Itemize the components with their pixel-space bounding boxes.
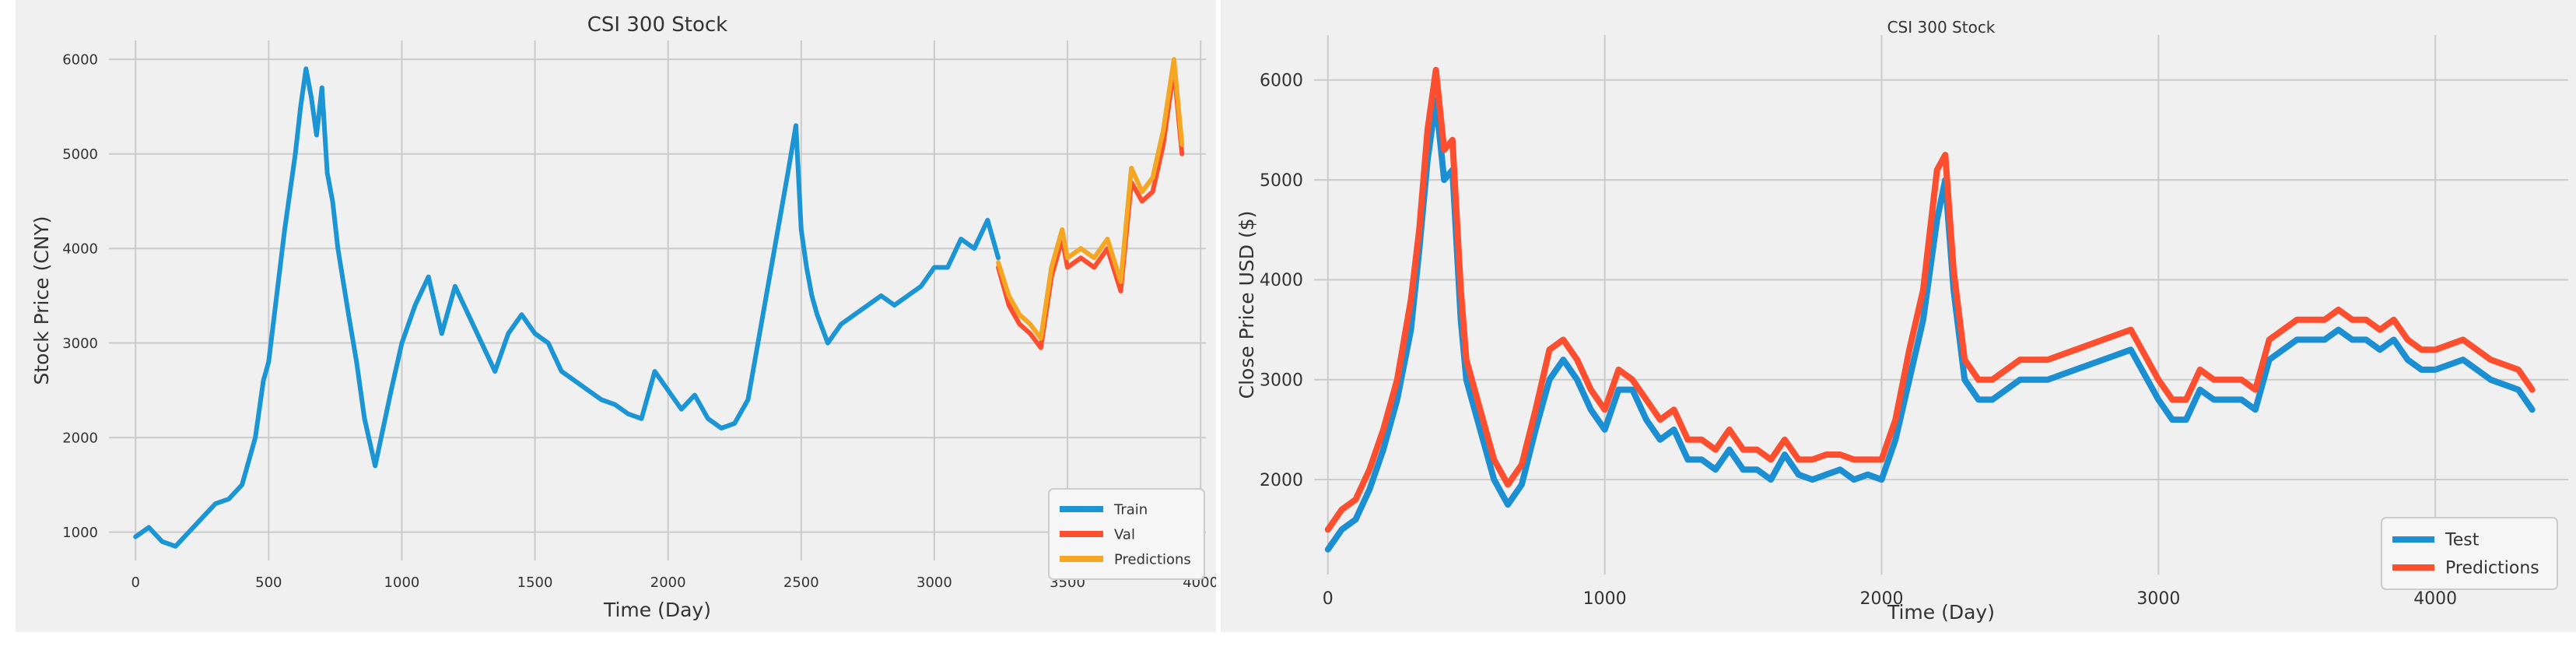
series-line-predictions <box>996 57 1185 341</box>
y-tick-label: 1000 <box>62 525 98 541</box>
x-tick-label: 1500 <box>517 574 553 591</box>
y-tick-label: 2000 <box>1260 471 1303 490</box>
legend-label-predictions: Predictions <box>2445 559 2539 578</box>
x-axis-label: Time (Day) <box>603 599 711 621</box>
legend-label-test: Test <box>2445 531 2480 550</box>
left-chart: 0 500 1000 1500 2000 2500 3000 3500 400010002000… <box>30 13 1216 621</box>
y-tick-label: 6000 <box>62 52 98 69</box>
left-chart-panel: 0 500 1000 1500 2000 2500 3000 3500 4000 1000 2000… <box>16 0 1216 632</box>
series-line-predictions <box>1324 66 2536 533</box>
chart-title: CSI 300 Stock <box>1887 18 1996 37</box>
series-line-train <box>133 66 1001 549</box>
legend-label-val: Val <box>1114 526 1135 543</box>
x-axis-label: Time (Day) <box>1887 601 1995 624</box>
chart-title: CSI 300 Stock <box>587 13 727 37</box>
y-tick-label: 4000 <box>62 241 98 258</box>
legend-label-predictions: Predictions <box>1114 551 1191 567</box>
x-tick-label: 2000 <box>1859 589 1903 609</box>
y-tick-label: 5000 <box>1260 171 1303 191</box>
y-axis-label: Stock Price (CNY) <box>30 216 53 385</box>
x-tick-label: 2500 <box>783 574 819 591</box>
series-line-test <box>1324 97 2536 553</box>
series-line-val <box>996 66 1185 350</box>
y-tick-label: 4000 <box>1260 271 1303 290</box>
x-tick-label: 2000 <box>650 574 686 591</box>
y-tick-label: 2000 <box>62 430 98 446</box>
y-tick-label: 5000 <box>62 146 98 163</box>
y-axis-label: Close Price USD ($) <box>1235 211 1258 399</box>
x-tick-label: 4000 <box>2413 589 2457 609</box>
y-tick-label: 3000 <box>1260 371 1303 390</box>
y-tick-label: 3000 <box>62 336 98 352</box>
legend: Test Predictions <box>2381 517 2558 590</box>
x-tick-label: 0 <box>1323 589 1334 609</box>
x-tick-label: 1000 <box>1583 589 1627 609</box>
x-tick-label: 3000 <box>2136 589 2180 609</box>
y-tick-label: 6000 <box>1260 71 1303 90</box>
legend-label-train: Train <box>1113 501 1148 518</box>
right-chart-panel: 0 1000 2000 3000 4000 2000 3000 4000 5000 6000 CSI… <box>1221 0 2576 632</box>
right-chart: 0 1000 2000 3000 4000 2000 3000 4000 5000 6000 CSI… <box>1235 18 2568 624</box>
x-tick-label: 3000 <box>916 574 952 591</box>
x-tick-label: 500 <box>255 574 282 591</box>
legend-box <box>2381 517 2558 590</box>
x-tick-label: 1000 <box>384 574 420 591</box>
legend: Train Val Predictions <box>1048 488 1205 580</box>
x-tick-label: 0 <box>131 574 139 591</box>
